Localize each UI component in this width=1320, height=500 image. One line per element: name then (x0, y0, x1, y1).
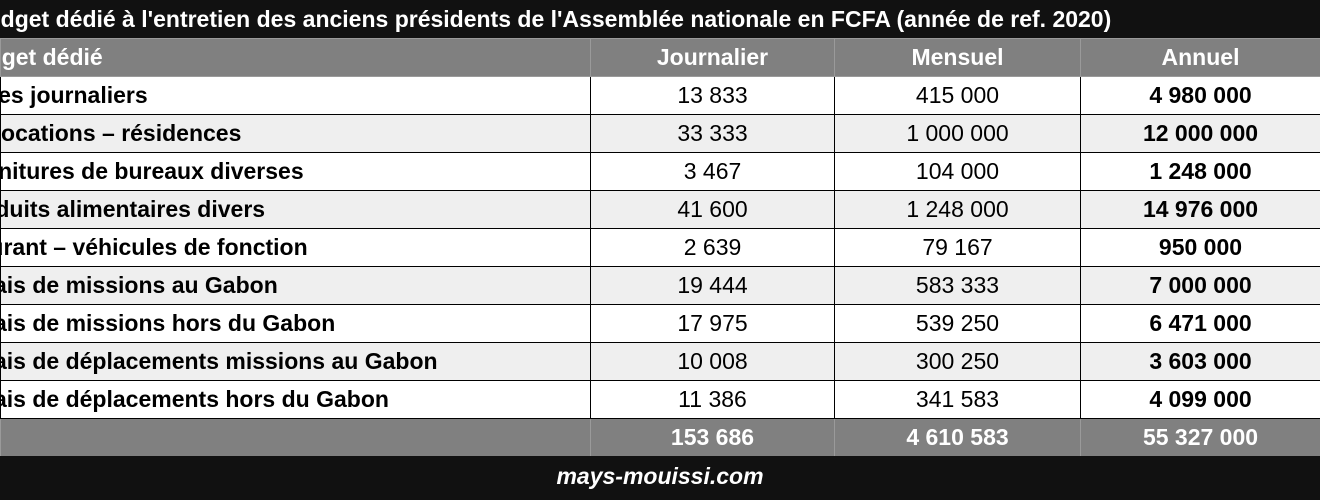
row-label: Produits alimentaires divers (2, 196, 266, 222)
total-annual: 55 327 000 (1080, 418, 1320, 457)
row-monthly-value: 300 250 (834, 342, 1081, 381)
row-annual-value: 6 471 000 (1080, 304, 1320, 343)
row-label: Locations – résidences (1, 120, 242, 146)
row-daily-value: 11 386 (590, 380, 835, 419)
total-label-cell (0, 418, 591, 457)
row-label: Frais de missions hors du Gabon (1, 310, 336, 336)
table-row: Locations – résidences 33 333 1 000 000 12 … (0, 114, 1320, 153)
row-monthly-value: 1 248 000 (834, 190, 1081, 229)
row-daily-value: 2 639 (590, 228, 835, 267)
footer-bar: mays-mouissi.com (0, 456, 1320, 500)
table-row: Frais de missions au Gabon 19 444 583 333 7… (0, 266, 1320, 305)
table-row: Fournitures de bureaux diverses 3 467104 … (0, 152, 1320, 191)
row-daily-value: 19 444 (590, 266, 835, 305)
total-row: 153 686 4 610 583 55 327 000 (0, 418, 1320, 457)
table-row: Frais de missions hors du Gabon 17 975 539… (0, 304, 1320, 343)
row-daily-value: 33 333 (590, 114, 835, 153)
row-daily-value: 41 600 (590, 190, 835, 229)
row-annual-value: 4 099 000 (1080, 380, 1320, 419)
row-daily-value: 13 833 (590, 76, 835, 115)
row-monthly-value: 79 167 (834, 228, 1081, 267)
row-monthly-value: 415 000 (834, 76, 1081, 115)
row-monthly-value: 1 000 000 (834, 114, 1081, 153)
row-label: Frais de déplacements hors du Gabon (1, 386, 389, 412)
table-row: Frais de déplacements hors du Gabon 11 38… (0, 380, 1320, 419)
table-title-bar: Budget dédié à l'entretien des anciens p… (0, 0, 1320, 38)
row-annual-value: 1 248 000 (1080, 152, 1320, 191)
row-label-cell: Locations – résidences (0, 114, 591, 153)
row-monthly-value: 341 583 (834, 380, 1081, 419)
column-header-label: Budget dédié (0, 38, 591, 77)
row-daily-value: 17 975 (590, 304, 835, 343)
total-daily: 153 686 (590, 418, 835, 457)
row-label: Carburant – véhicules de fonction (2, 234, 308, 260)
column-header-label-text: Budget dédié (1, 44, 103, 70)
row-label: Frais de missions au Gabon (1, 272, 278, 298)
column-header-annual: Annuel (1080, 38, 1320, 77)
row-label-cell: Fournitures de bureaux diverses (0, 152, 591, 191)
row-annual-value: 4 980 000 (1080, 76, 1320, 115)
row-label-cell: Frais de déplacements missions au Gabon (0, 342, 591, 381)
row-label-cell: Frais de missions au Gabon (0, 266, 591, 305)
row-daily-value: 10 008 (590, 342, 835, 381)
table-title: Budget dédié à l'entretien des anciens p… (0, 6, 1112, 32)
row-label-cell: Produits alimentaires divers (0, 190, 591, 229)
column-header-daily: Journalier (590, 38, 835, 77)
table-row: Frais de déplacements missions au Gabon 1… (0, 342, 1320, 381)
row-annual-value: 950 000 (1080, 228, 1320, 267)
row-label-cell: Dépenses journaliers (0, 76, 591, 115)
row-annual-value: 12 000 000 (1080, 114, 1320, 153)
row-label: Frais de déplacements missions au Gabon (1, 348, 438, 374)
row-annual-value: 7 000 000 (1080, 266, 1320, 305)
row-daily-value: 3 467 (590, 152, 835, 191)
total-monthly: 4 610 583 (834, 418, 1081, 457)
row-label-cell: Carburant – véhicules de fonction (0, 228, 591, 267)
row-label: Fournitures de bureaux diverses (2, 158, 304, 184)
row-monthly-value: 583 333 (834, 266, 1081, 305)
row-monthly-value: 104 000 (834, 152, 1081, 191)
row-annual-value: 14 976 000 (1080, 190, 1320, 229)
row-monthly-value: 539 250 (834, 304, 1081, 343)
row-annual-value: 3 603 000 (1080, 342, 1320, 381)
footer-source: mays-mouissi.com (556, 463, 764, 489)
row-label-cell: Frais de déplacements hors du Gabon (0, 380, 591, 419)
table-row: Carburant – véhicules de fonction 2 63979… (0, 228, 1320, 267)
row-label-cell: Frais de missions hors du Gabon (0, 304, 591, 343)
budget-table: Budget dédié Journalier Mensuel Annuel D… (0, 38, 1320, 457)
column-header-monthly: Mensuel (834, 38, 1081, 77)
header-row: Budget dédié Journalier Mensuel Annuel (0, 38, 1320, 77)
row-label: Dépenses journaliers (2, 82, 148, 108)
